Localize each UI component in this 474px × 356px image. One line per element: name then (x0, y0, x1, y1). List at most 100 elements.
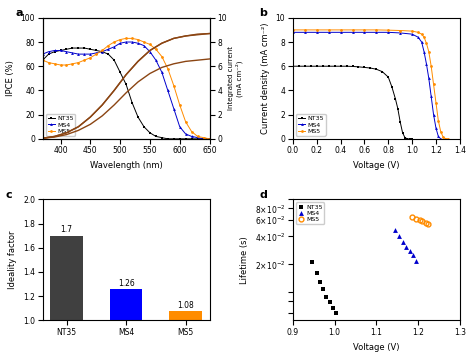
MS5 (93, 52, 99, 56)
MS5 (424, 41, 429, 45)
NT35 (362, 65, 367, 69)
MS5 (147, 42, 153, 47)
NT35 (46, 52, 52, 56)
NT35 (397, 120, 403, 124)
NT35 (338, 64, 344, 68)
X-axis label: Wavelength (nm): Wavelength (nm) (90, 161, 163, 170)
NT35 (153, 134, 159, 138)
MS4 (433, 126, 439, 130)
Line: MS4: MS4 (292, 31, 442, 140)
MS4 (58, 48, 64, 53)
NT35 (407, 137, 412, 141)
NT35 (195, 137, 201, 141)
MS5 (159, 54, 164, 59)
MS4 (290, 30, 296, 35)
MS4 (415, 35, 421, 39)
NT35 (314, 271, 320, 276)
MS5 (171, 83, 177, 88)
NT35 (350, 64, 356, 69)
Text: a: a (16, 8, 24, 18)
MS4 (413, 258, 419, 263)
MS5 (105, 43, 111, 48)
MS4 (421, 49, 427, 54)
MS4 (392, 228, 398, 232)
MS4 (374, 30, 379, 35)
MS5 (52, 62, 57, 66)
MS4 (177, 125, 182, 129)
MS4 (201, 137, 206, 141)
X-axis label: Voltage (V): Voltage (V) (353, 161, 400, 170)
NT35 (320, 287, 326, 291)
MS4 (123, 40, 129, 44)
Bar (169, 311, 202, 356)
MS5 (201, 136, 206, 140)
NT35 (374, 67, 379, 72)
NT35 (385, 75, 391, 79)
MS5 (397, 28, 403, 33)
MS5 (426, 222, 431, 226)
MS4 (70, 51, 75, 55)
Text: 1.08: 1.08 (177, 300, 194, 309)
MS5 (189, 130, 194, 134)
MS5 (302, 28, 308, 32)
NT35 (330, 306, 336, 310)
MS5 (129, 36, 135, 41)
NT35 (395, 106, 401, 111)
NT35 (290, 64, 296, 68)
Legend: NT35, MS4, MS5: NT35, MS4, MS5 (46, 114, 75, 136)
NT35 (308, 64, 314, 68)
MS4 (302, 30, 308, 35)
MS5 (326, 28, 331, 32)
MS4 (362, 30, 367, 35)
MS4 (46, 49, 52, 54)
MS4 (111, 45, 117, 49)
MS4 (64, 49, 69, 54)
MS5 (165, 67, 171, 71)
MS4 (171, 106, 177, 111)
MS4 (436, 134, 441, 138)
MS5 (426, 49, 432, 54)
MS5 (409, 29, 415, 33)
NT35 (100, 49, 105, 54)
NT35 (141, 125, 147, 129)
MS5 (445, 137, 451, 141)
MS5 (141, 40, 147, 44)
MS5 (338, 28, 344, 32)
MS5 (419, 32, 425, 36)
MS5 (438, 130, 444, 134)
NT35 (314, 64, 319, 68)
MS4 (397, 31, 403, 35)
MS4 (147, 49, 153, 54)
MS4 (75, 52, 81, 56)
MS5 (385, 28, 391, 32)
NT35 (135, 115, 141, 119)
MS5 (419, 219, 425, 224)
MS5 (117, 37, 123, 42)
MS4 (159, 70, 164, 74)
MS4 (153, 58, 159, 62)
MS4 (100, 49, 105, 54)
NT35 (400, 131, 405, 135)
MS5 (207, 137, 212, 141)
MS4 (40, 52, 46, 56)
MS5 (421, 35, 427, 39)
MS4 (424, 62, 429, 66)
MS5 (100, 48, 105, 53)
MS4 (189, 134, 194, 138)
NT35 (367, 66, 373, 70)
NT35 (380, 69, 385, 74)
Text: 1.7: 1.7 (61, 225, 73, 235)
MS4 (314, 30, 319, 35)
NT35 (317, 280, 323, 284)
NT35 (327, 300, 332, 305)
MS4 (426, 76, 432, 80)
MS5 (123, 36, 129, 41)
NT35 (177, 137, 182, 141)
MS5 (64, 63, 69, 67)
NT35 (344, 64, 349, 68)
NT35 (189, 137, 194, 141)
MS5 (40, 58, 46, 62)
MS5 (88, 56, 93, 60)
MS5 (195, 134, 201, 138)
NT35 (111, 58, 117, 62)
